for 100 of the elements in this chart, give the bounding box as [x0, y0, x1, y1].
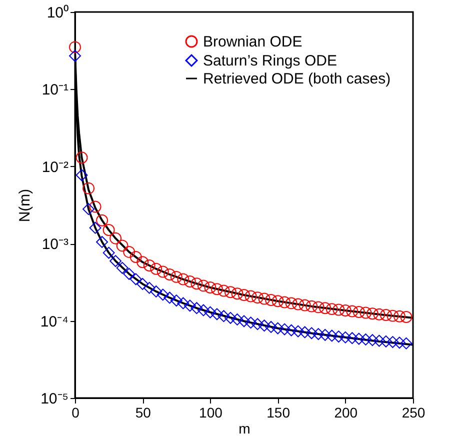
point: [265, 320, 278, 333]
point: [386, 336, 399, 348]
point: [238, 315, 250, 328]
point: [394, 336, 406, 349]
point: [285, 297, 298, 310]
point: [116, 240, 128, 252]
point: [312, 301, 324, 314]
legend-label: Retrieved ODE (both cases): [203, 70, 391, 88]
point: [218, 284, 230, 297]
x-tick-label: 150: [266, 404, 290, 420]
point: [224, 312, 236, 324]
point: [184, 300, 196, 312]
point: [238, 289, 250, 301]
point: [346, 332, 358, 344]
point: [197, 280, 210, 292]
point: [102, 246, 115, 259]
point: [143, 282, 156, 294]
point: [332, 330, 345, 343]
point: [177, 273, 190, 286]
point: [272, 295, 284, 308]
point: [386, 310, 399, 322]
point: [136, 278, 149, 290]
x-tick-label: 0: [72, 404, 80, 420]
point: [244, 290, 257, 302]
point: [204, 306, 216, 318]
point: [292, 325, 304, 338]
y-tick-label: 10⁻³: [42, 236, 68, 254]
point: [366, 334, 378, 346]
point: [96, 236, 108, 248]
point: [164, 268, 176, 280]
point: [150, 262, 162, 275]
x-tick-label: 100: [199, 404, 223, 420]
point: [231, 288, 244, 300]
point: [285, 324, 298, 336]
point: [69, 41, 81, 54]
point: [210, 308, 223, 320]
point: [76, 152, 88, 164]
point: [312, 328, 324, 340]
point: [265, 294, 278, 306]
point: [76, 169, 88, 182]
point: [252, 292, 264, 304]
point: [346, 305, 358, 318]
point: [298, 326, 311, 338]
point: [123, 268, 136, 280]
point: [400, 311, 412, 323]
y-axis-title: N(m): [16, 188, 34, 222]
point: [352, 306, 365, 318]
point: [231, 314, 244, 326]
point: [252, 318, 264, 330]
point: [96, 214, 108, 226]
point: [319, 302, 332, 314]
point: [373, 334, 386, 347]
y-tick-label: 10⁻⁵: [40, 390, 68, 408]
point: [184, 276, 196, 288]
point: [204, 282, 216, 294]
point: [89, 222, 102, 234]
point: [244, 316, 257, 329]
point: [319, 328, 332, 341]
point: [332, 304, 345, 316]
point: [210, 283, 223, 296]
point: [130, 251, 142, 263]
point: [339, 331, 352, 344]
point: [150, 285, 162, 298]
y-tick-label: 10⁻²: [42, 158, 68, 176]
point: [224, 286, 236, 298]
legend-label: Brownian ODE: [203, 34, 302, 50]
point: [130, 273, 142, 286]
point: [110, 255, 122, 267]
point: [69, 50, 81, 62]
point: [306, 300, 318, 312]
y-tick-label: 10⁻⁴: [40, 313, 68, 330]
point: [89, 200, 102, 213]
point: [278, 323, 291, 336]
legend-label: Saturn’s Rings ODE: [203, 52, 337, 70]
point: [177, 297, 190, 310]
point: [326, 330, 338, 342]
point: [278, 296, 291, 308]
point: [82, 203, 94, 216]
point: [102, 224, 115, 236]
point: [400, 337, 412, 350]
y-tick-label: 10⁰: [46, 4, 68, 22]
point: [292, 298, 304, 310]
point: [164, 292, 176, 304]
point: [298, 299, 311, 312]
point: [82, 182, 94, 194]
y-tick-label: 10⁻¹: [42, 82, 68, 99]
point: [366, 308, 378, 320]
point: [123, 246, 136, 258]
point: [156, 266, 169, 278]
point: [197, 304, 210, 316]
x-axis-title: m: [238, 420, 250, 436]
point: [170, 270, 182, 283]
point: [143, 260, 156, 272]
point: [258, 320, 270, 332]
point: [258, 292, 270, 305]
point: [190, 302, 203, 314]
point: [326, 303, 338, 316]
point: [116, 262, 128, 274]
point: [190, 278, 203, 290]
point: [360, 306, 372, 319]
